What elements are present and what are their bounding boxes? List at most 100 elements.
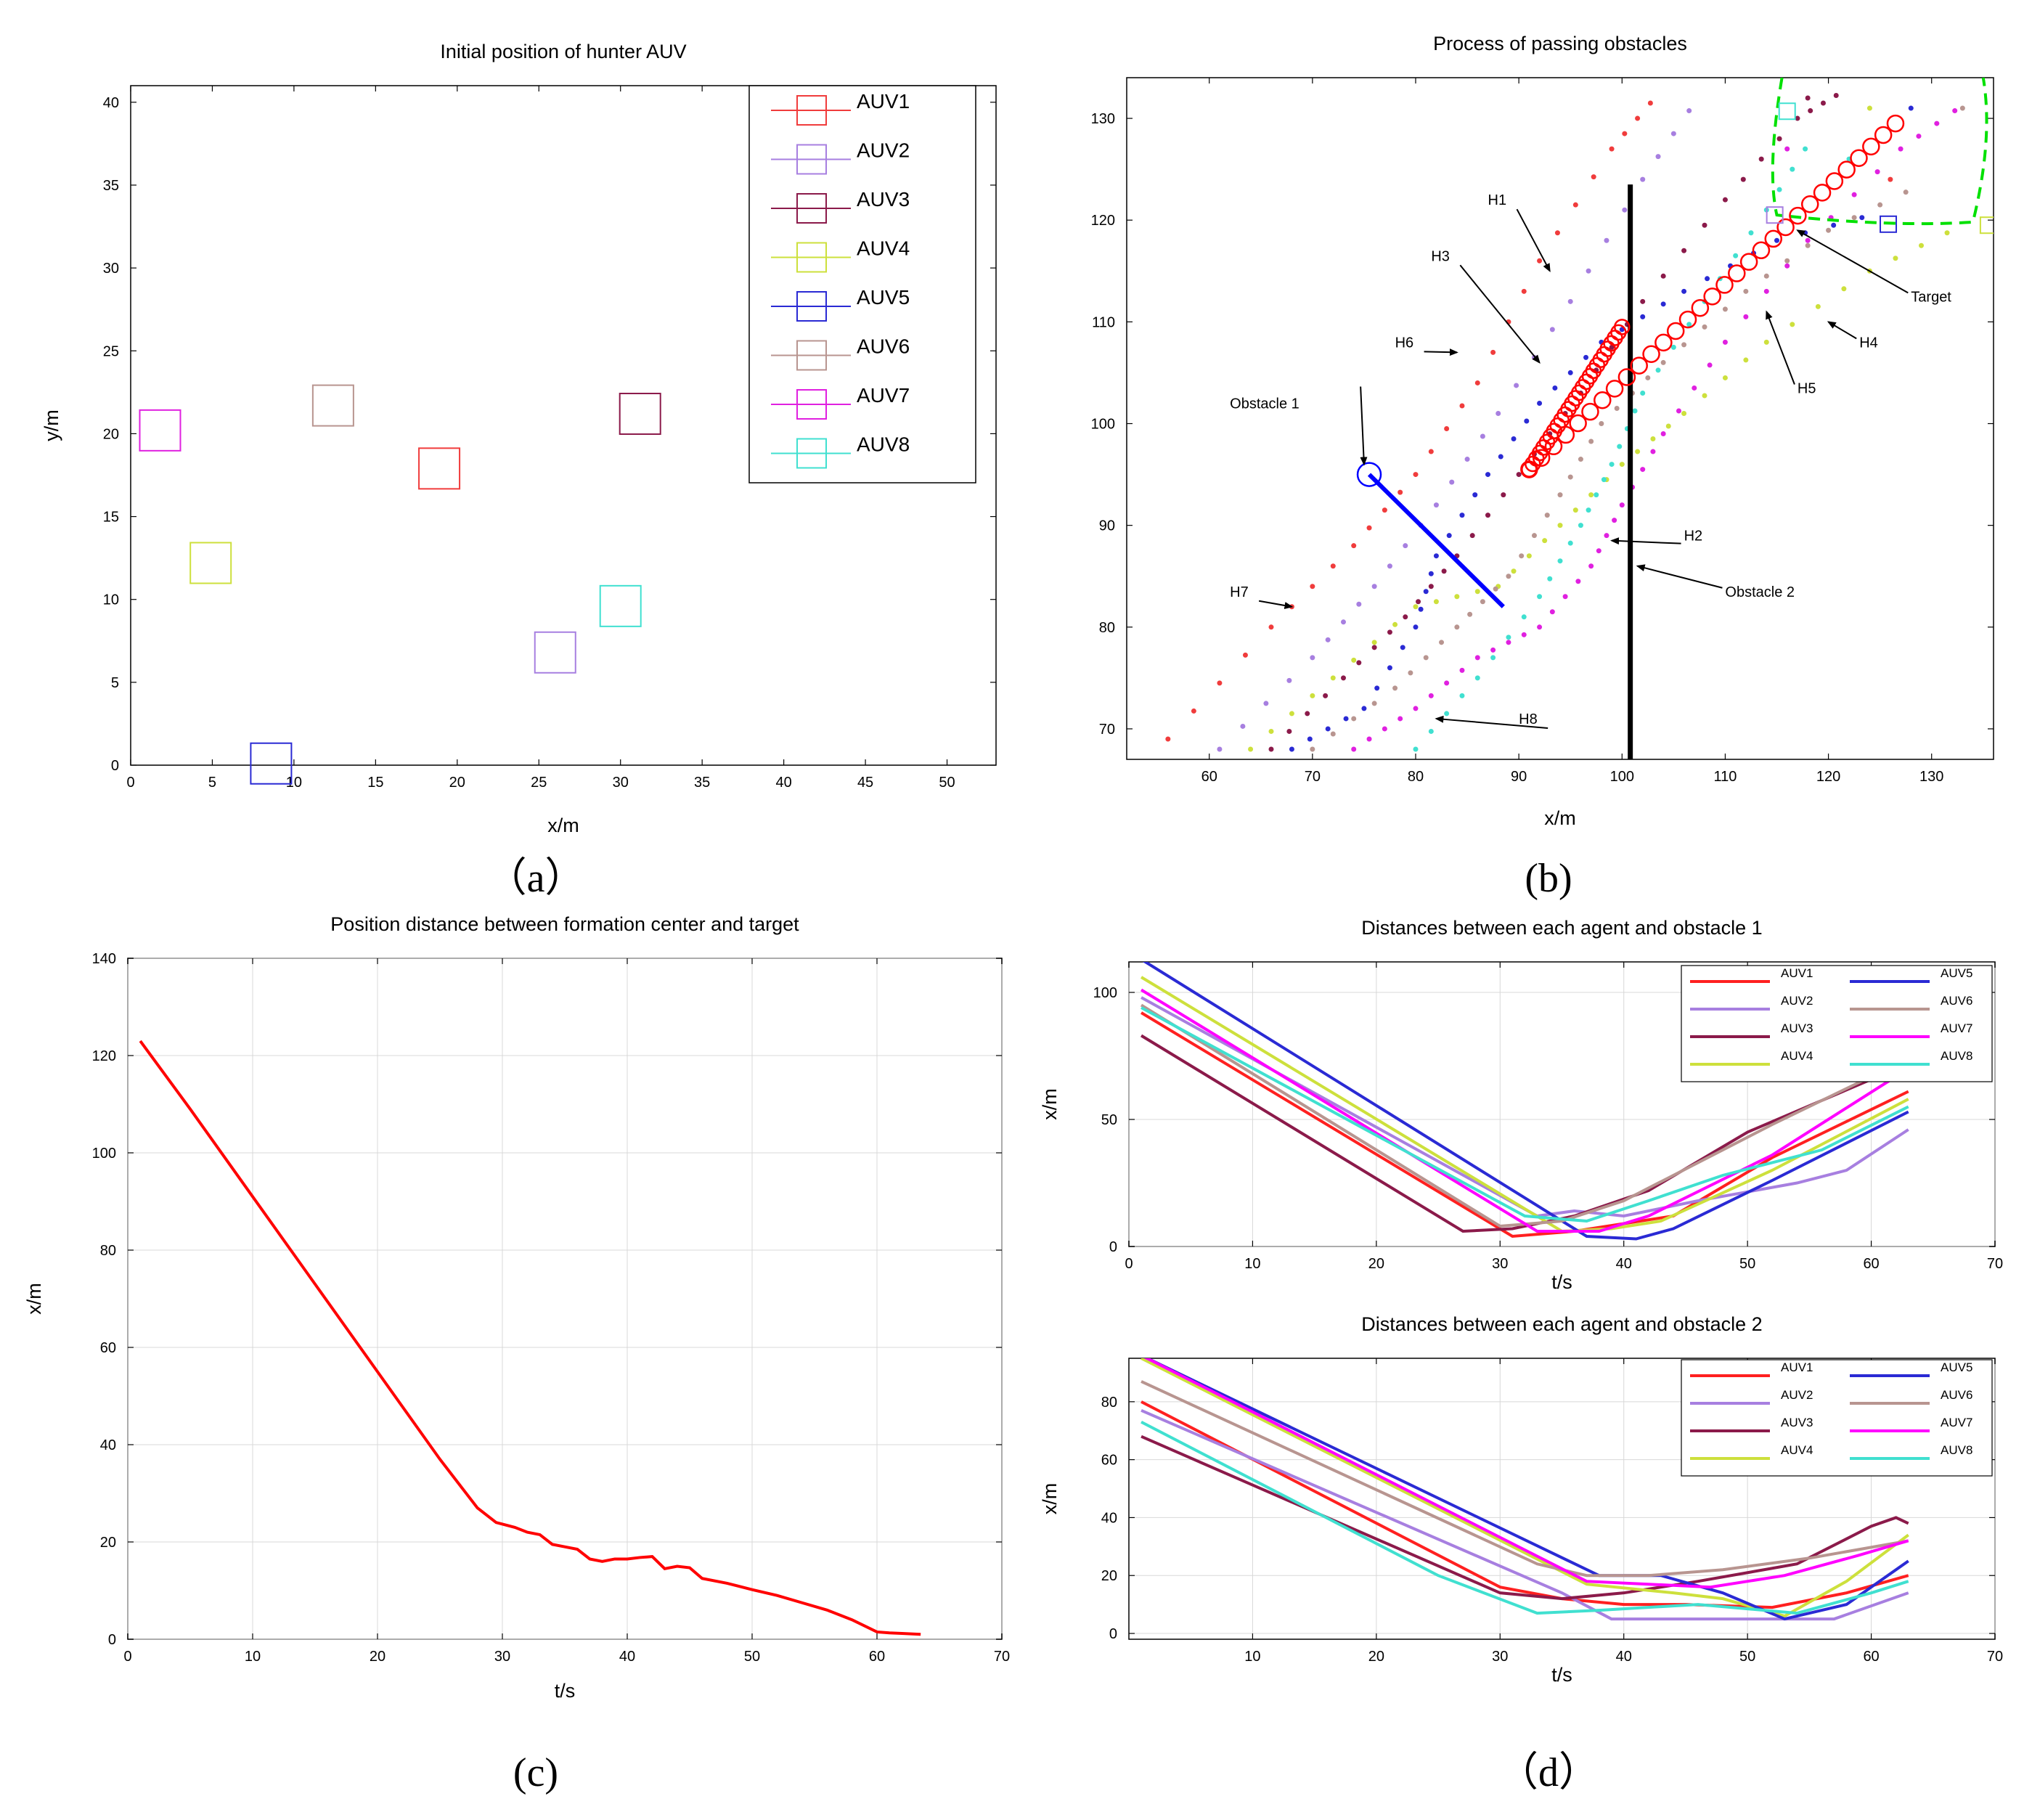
trajectory-dot: [1382, 726, 1387, 732]
annotation-target: Target: [1911, 289, 1951, 305]
annotation-arrow: [1360, 386, 1368, 466]
trajectory-dot: [1459, 513, 1465, 518]
trajectory-dot: [1343, 716, 1349, 722]
trajectory-dot: [1866, 105, 1872, 111]
y-tick-label: 40: [1101, 1510, 1117, 1526]
trajectory-dot: [1586, 268, 1591, 274]
target-path-marker: [1776, 218, 1795, 237]
series-line-auv7: [1141, 988, 1909, 1233]
trajectory-dot: [1557, 558, 1563, 564]
legend-label-auv4: AUV4: [1781, 1049, 1813, 1063]
trajectory-dot: [1826, 227, 1832, 233]
trajectory-dot: [1516, 472, 1522, 478]
trajectory-dot: [1444, 426, 1450, 432]
trajectory-dot: [1952, 108, 1958, 114]
trajectory-dot: [1903, 189, 1909, 195]
trajectory-dot: [1444, 711, 1450, 717]
trajectory-dot: [1702, 393, 1707, 399]
x-axis-label: x/m: [1544, 807, 1576, 829]
x-tick-label: 40: [619, 1649, 635, 1665]
trajectory-dot: [1521, 614, 1527, 620]
y-tick-label: 140: [92, 951, 116, 967]
trajectory-dot: [1805, 95, 1811, 101]
target-path-marker: [1678, 310, 1697, 329]
trajectory-dot: [1413, 746, 1419, 752]
target-path-marker: [1862, 137, 1880, 156]
trajectory-dot: [1542, 538, 1548, 544]
trajectory-dot: [1351, 657, 1357, 663]
trajectory-dot: [1660, 273, 1666, 279]
trajectory-dot: [1763, 288, 1769, 294]
trajectory-dot: [1521, 632, 1527, 637]
trajectory-dot: [1371, 645, 1377, 650]
panel-label-b: (b): [1525, 856, 1572, 901]
chart-title: Distances between each agent and obstacl…: [1361, 917, 1762, 939]
x-tick-label: 130: [1919, 769, 1943, 785]
marker-auv8: [599, 584, 642, 627]
trajectory-dot: [1815, 303, 1821, 309]
trajectory-dot: [1240, 723, 1246, 729]
trajectory-dot: [1403, 614, 1408, 620]
trajectory-dot: [1572, 507, 1578, 513]
y-tick-label: 100: [1093, 985, 1117, 1001]
trajectory-dot: [1588, 438, 1594, 444]
trajectory-dot: [1537, 258, 1543, 264]
trajectory-dot: [1681, 410, 1687, 416]
trajectory-dot: [1640, 176, 1646, 182]
obstacle-1-line: [1367, 473, 1505, 608]
trajectory-dot: [1722, 197, 1728, 203]
trajectory-dot: [1660, 431, 1666, 437]
target-path-marker: [1850, 149, 1868, 167]
target-path-marker: [1703, 287, 1721, 306]
legend-label-auv5: AUV5: [857, 286, 910, 309]
trajectory-dot: [1635, 115, 1641, 121]
formation-marker: [1880, 215, 1898, 233]
marker-auv6: [311, 384, 354, 427]
marker-auv3: [619, 393, 661, 436]
trajectory-dot: [1588, 492, 1594, 498]
trajectory-dot: [1547, 576, 1553, 581]
series-line-auv6: [1141, 1380, 1909, 1578]
target-path-marker: [1789, 206, 1807, 225]
trajectory-dot: [1248, 746, 1254, 752]
legend-d1: AUV1 AUV2 AUV3 AUV4 AUV5 AUV6 AUV7 AUV8: [1681, 965, 1993, 1082]
legend-label-auv7: AUV7: [857, 384, 910, 407]
trajectory-dot: [1366, 736, 1372, 742]
trajectory-dot: [1356, 660, 1362, 666]
trajectory-dot: [1531, 533, 1537, 539]
legend-marker-auv3: [796, 193, 827, 224]
trajectory-dot: [1763, 273, 1769, 279]
trajectory-dot: [1743, 314, 1749, 319]
legend-d2: AUV1 AUV2 AUV3 AUV4 AUV5 AUV6 AUV7 AUV8: [1681, 1359, 1993, 1477]
trajectory-dot: [1537, 624, 1543, 630]
x-tick-label: 90: [1511, 769, 1527, 785]
trajectory-dot: [1692, 385, 1697, 391]
trajectory-dot: [1650, 436, 1656, 442]
series-line-distance: [139, 1040, 921, 1636]
series-line-auv8: [1141, 1420, 1909, 1615]
trajectory-dot: [1474, 655, 1480, 661]
x-tick-label: 0: [126, 775, 134, 791]
x-tick-label: 10: [1244, 1256, 1260, 1272]
x-tick-label: 40: [1616, 1649, 1632, 1665]
trajectory-dot: [1803, 146, 1808, 152]
trajectory-dot: [1441, 568, 1447, 574]
annotation-arrow: [1827, 321, 1857, 340]
trajectory-dot: [1413, 706, 1419, 711]
trajectory-dot: [1640, 314, 1646, 319]
trajectory-dot: [1371, 584, 1377, 589]
trajectory-dot: [1733, 253, 1739, 258]
trajectory-dot: [1790, 322, 1795, 327]
trajectory-dot: [1591, 174, 1596, 180]
trajectory-dot: [1397, 489, 1403, 495]
legend-box: [748, 85, 976, 483]
target-path-marker: [1617, 368, 1636, 386]
trajectory-dot: [1893, 256, 1898, 261]
x-tick-label: 30: [613, 775, 629, 791]
trajectory-dot: [1242, 652, 1248, 658]
trajectory-dot: [1356, 601, 1362, 607]
target-path-marker: [1642, 345, 1660, 363]
y-tick-label: 60: [100, 1340, 116, 1356]
legend-label-auv5: AUV5: [1941, 1360, 1972, 1374]
target-path-marker: [1800, 195, 1819, 213]
